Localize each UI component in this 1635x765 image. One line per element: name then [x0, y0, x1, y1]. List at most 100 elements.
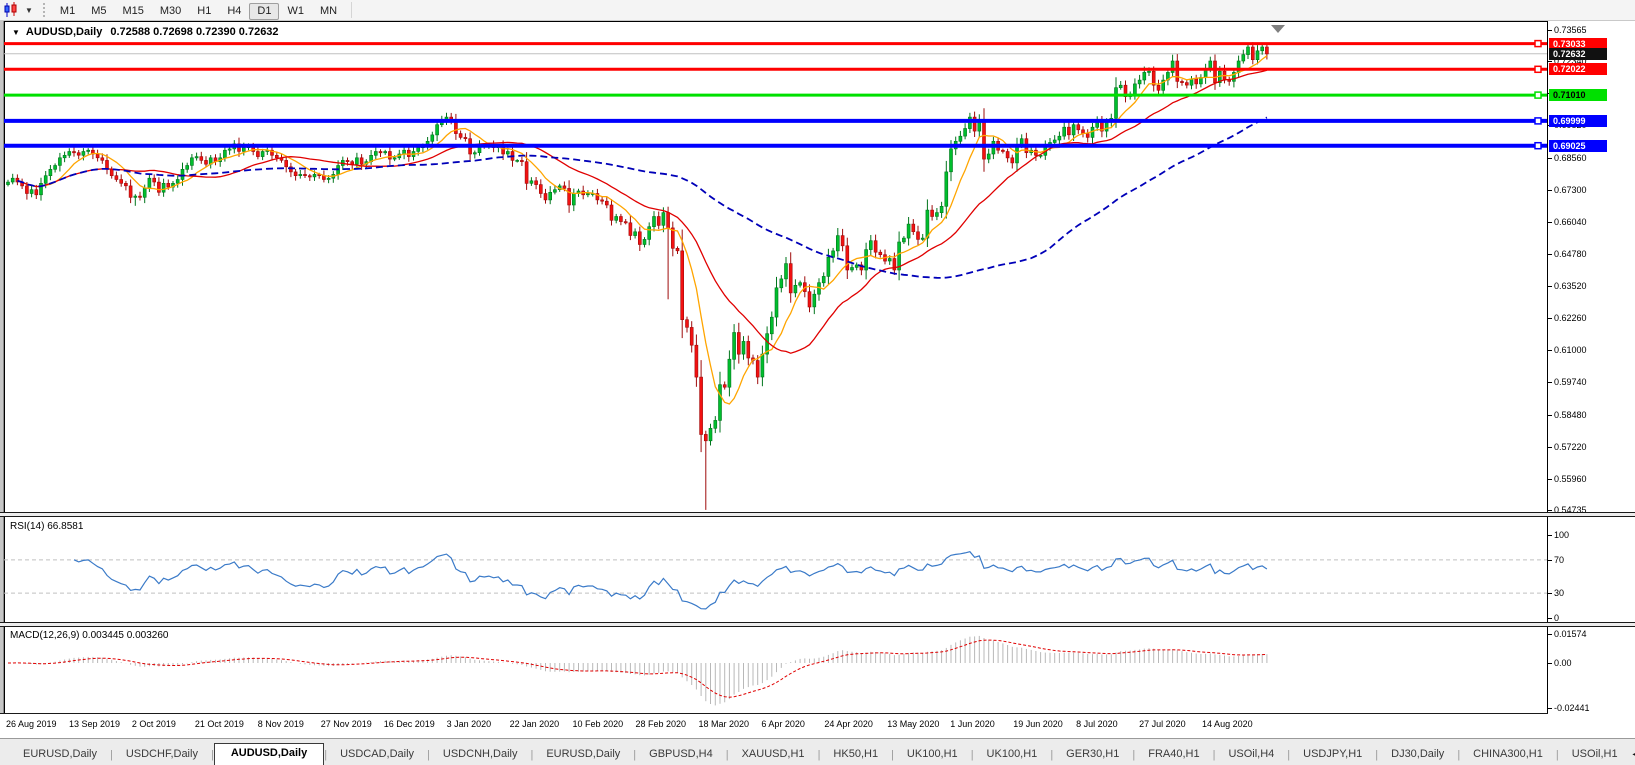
timeframe-button-h1[interactable]: H1	[197, 5, 212, 17]
chart-tab-ger30-h1[interactable]: GER30,H1	[1066, 748, 1120, 760]
hline-handle-0.7101[interactable]	[1534, 91, 1542, 99]
candle-body	[736, 332, 741, 355]
rsi-label: RSI(14) 66.8581	[10, 521, 84, 532]
main-price-chart[interactable]	[4, 22, 1547, 512]
price-tick-0.64780: 0.64780	[1554, 248, 1587, 259]
date-label: 27 Nov 2019	[320, 719, 372, 729]
timeframe-button-h4[interactable]: H4	[227, 5, 242, 17]
chart-shift-marker-icon[interactable]	[1271, 25, 1285, 33]
candle-body	[67, 151, 72, 156]
candle-body	[963, 128, 967, 137]
tick-mark	[1548, 535, 1552, 536]
candle-body	[609, 204, 614, 221]
price-tick-0.55960: 0.55960	[1554, 473, 1587, 484]
chart-type-icon[interactable]	[3, 2, 20, 18]
tick-mark	[1548, 30, 1552, 31]
candle-body	[1104, 121, 1109, 132]
rsi-tick-70: 70	[1554, 554, 1565, 565]
candle-body	[769, 316, 774, 335]
tick-mark	[1548, 593, 1552, 595]
candle-body	[1170, 60, 1175, 73]
chart-tab-usoil-h1[interactable]: USOil,H1	[1571, 748, 1618, 760]
date-label: 26 Aug 2019	[6, 719, 57, 729]
rsi-indicator-chart[interactable]	[4, 517, 1547, 622]
hline-handle-0.73033[interactable]	[1534, 39, 1542, 48]
timeframe-button-m30[interactable]: M30	[159, 5, 182, 17]
timeframe-button-d1[interactable]: D1	[249, 3, 280, 20]
chart-tab-eurusd-daily[interactable]: EURUSD,Daily	[546, 748, 621, 760]
chart-tab-fra40-h1[interactable]: FRA40,H1	[1148, 748, 1200, 760]
candle-body	[43, 175, 48, 184]
date-label: 8 Jul 2020	[1076, 719, 1118, 729]
candle-body	[779, 278, 784, 289]
candle-body	[359, 157, 364, 165]
chart-menu-caret[interactable]: ▼	[12, 28, 20, 37]
chart-tab-uk100-h1[interactable]: UK100,H1	[986, 748, 1038, 760]
hline-handle-0.72022[interactable]	[1534, 65, 1542, 74]
chart-tab-eurusd-daily[interactable]: EURUSD,Daily	[23, 748, 97, 760]
macd-indicator-chart[interactable]	[4, 627, 1547, 713]
candle-body	[972, 116, 977, 132]
hline-handle-0.69999[interactable]	[1534, 117, 1542, 125]
tab-scroll-left-icon[interactable]: ◄	[1631, 749, 1635, 759]
timeframe-button-m5[interactable]: M5	[91, 5, 107, 17]
candle-body	[392, 157, 397, 160]
hline-handle-0.69025[interactable]	[1534, 141, 1542, 150]
candle-body	[458, 133, 463, 138]
tick-mark	[1548, 446, 1552, 448]
tab-separator: |	[210, 749, 214, 761]
chart-tab-gbpusd-h4[interactable]: GBPUSD,H4	[649, 748, 713, 760]
chart-tab-usoil-h4[interactable]: USOil,H4	[1228, 748, 1275, 760]
price-axis[interactable]: 0.735650.723400.710800.698200.685600.673…	[1548, 21, 1635, 714]
candle-body	[204, 160, 208, 165]
chart-type-dropdown-caret[interactable]: ▼	[25, 5, 33, 15]
tick-mark	[1548, 157, 1552, 159]
candle-body	[713, 420, 718, 429]
chart-tab-audusd-daily[interactable]: AUDUSD,Daily	[213, 743, 325, 765]
candle-body	[95, 153, 100, 159]
chart-tab-dj30-daily[interactable]: DJ30,Daily	[1391, 748, 1445, 760]
toolbar-separator	[42, 3, 45, 17]
candle-body	[100, 157, 105, 161]
candle-body	[868, 240, 873, 250]
chart-tab-usdjpy-h1[interactable]: USDJPY,H1	[1303, 748, 1363, 760]
candle-body	[260, 151, 265, 157]
timeframe-button-group: M1 M5 M15 M30 H1 H4 D1 W1 MN	[52, 1, 345, 20]
candle-body	[1227, 79, 1231, 82]
chart-tab-usdcnh-daily[interactable]: USDCNH,Daily	[442, 748, 518, 760]
candle-body	[355, 157, 359, 165]
rsi-tick-100: 100	[1554, 530, 1570, 540]
candle-body	[1156, 84, 1161, 91]
candle-body	[722, 384, 727, 388]
date-label: 16 Dec 2019	[383, 719, 435, 729]
candle-body	[284, 160, 289, 168]
timeframe-button-m15[interactable]: M15	[122, 5, 144, 17]
chart-tab-usdchf-daily[interactable]: USDCHF,Daily	[125, 748, 198, 760]
chart-tab-uk100-h1[interactable]: UK100,H1	[906, 748, 958, 760]
timeframe-button-m1[interactable]: M1	[59, 5, 76, 17]
candle-body	[180, 169, 185, 180]
timeframe-button-mn[interactable]: MN	[319, 5, 338, 17]
tick-mark	[1548, 510, 1552, 511]
tick-mark	[1548, 350, 1552, 352]
candle-body	[142, 188, 147, 198]
candle-body	[831, 250, 835, 258]
candle-body	[1213, 60, 1217, 84]
candle-body	[326, 177, 331, 180]
candle-body	[289, 166, 293, 173]
candle-body	[619, 216, 623, 222]
candle-body	[642, 239, 647, 245]
candle-body	[826, 256, 831, 277]
chart-tab-hk50-h1[interactable]: HK50,H1	[833, 748, 879, 760]
chart-tab-xauusd-h1[interactable]: XAUUSD,H1	[741, 748, 805, 760]
candle-body	[185, 165, 189, 170]
panel-divider-main-rsi[interactable]	[0, 512, 1635, 517]
timeframe-button-w1[interactable]: W1	[287, 5, 304, 17]
chart-tab-usdcad-daily[interactable]: USDCAD,Daily	[340, 748, 415, 760]
candle-body	[1137, 79, 1142, 85]
chart-tab-china300-h1[interactable]: CHINA300,H1	[1473, 748, 1543, 760]
panel-divider-rsi-macd[interactable]	[0, 622, 1635, 627]
tick-mark	[1548, 253, 1552, 255]
date-axis[interactable]: 26 Aug 2019 13 Sep 2019 2 Oct 2019 21 Oct 2…	[0, 714, 1635, 738]
moving-average-mid	[17, 69, 1268, 354]
